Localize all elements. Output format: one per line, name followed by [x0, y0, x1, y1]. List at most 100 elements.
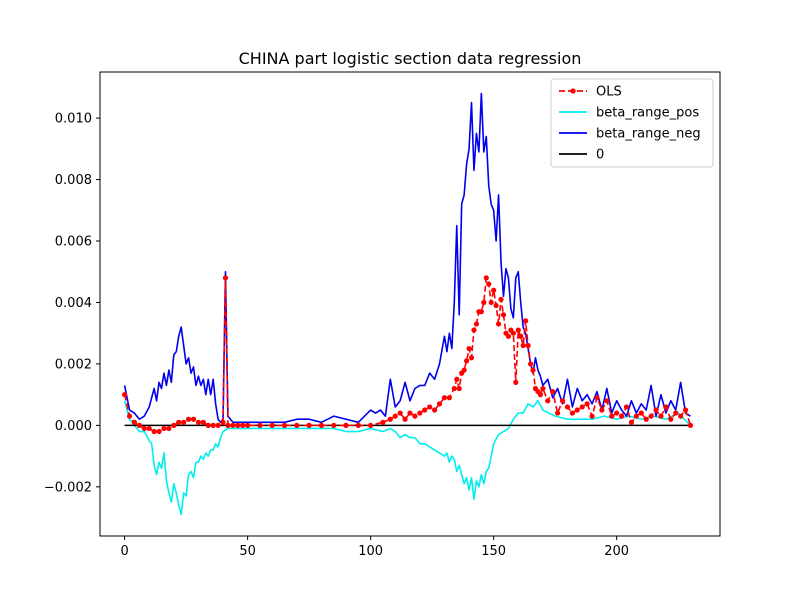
ols-point: [537, 392, 543, 398]
ols-point: [456, 385, 462, 392]
ols-point: [432, 407, 438, 413]
ols-point: [527, 361, 534, 367]
ols-point: [518, 333, 524, 339]
legend-label: beta_range_neg: [596, 127, 701, 142]
series-line-OLS: [123, 277, 692, 433]
ols-point: [678, 413, 684, 419]
ols-point: [500, 312, 507, 318]
ols-point: [417, 410, 423, 416]
ols-point: [471, 327, 477, 333]
ols-point: [422, 407, 428, 413]
ols-point: [564, 404, 571, 410]
ols-point: [468, 355, 475, 361]
ols-point: [220, 419, 226, 425]
ols-point: [495, 321, 502, 327]
x-tick-label: 150: [481, 544, 506, 559]
ols-point: [141, 425, 147, 432]
ols-point: [156, 428, 162, 435]
ols-point: [257, 422, 263, 428]
ols-point: [146, 425, 152, 432]
ols-point: [682, 407, 689, 413]
ols-point: [491, 287, 497, 293]
y-axis: −0.002 0.000 0.002 0.004 0.006 0.008 0.010: [44, 112, 100, 495]
ols-point: [623, 404, 630, 410]
ols-point: [466, 345, 472, 352]
ols-point: [171, 422, 177, 428]
y-tick-label: 0.002: [55, 357, 92, 372]
ols-point: [441, 395, 448, 401]
ols-point: [131, 419, 138, 425]
ols-point: [294, 422, 300, 428]
ols-point: [269, 422, 275, 428]
ols-point: [545, 398, 551, 404]
legend-label: OLS: [596, 85, 622, 100]
ols-point: [513, 379, 519, 385]
ols-point: [240, 422, 246, 428]
ols-point: [530, 367, 536, 373]
ols-point: [225, 422, 231, 428]
ols-point: [446, 395, 452, 401]
ols-point: [402, 416, 408, 422]
ols-point: [584, 401, 590, 407]
ols-point: [195, 419, 202, 425]
ols-point: [215, 422, 221, 428]
ols-point: [525, 342, 531, 349]
legend-marker: [570, 88, 576, 94]
ols-point: [550, 388, 556, 395]
ols-point: [579, 404, 585, 410]
legend: OLS beta_range_pos beta_range_neg 0: [550, 78, 714, 168]
y-tick-label: 0.008: [55, 173, 92, 188]
ols-point: [355, 422, 361, 428]
ols-point: [380, 419, 386, 425]
ols-point: [407, 410, 413, 416]
ols-point: [185, 416, 192, 422]
ols-point: [463, 358, 470, 364]
ols-point: [589, 413, 595, 419]
y-tick-label: 0.000: [55, 419, 92, 434]
ols-point: [540, 385, 546, 392]
ols-point: [126, 413, 133, 419]
ols-point: [599, 407, 605, 413]
ols-point: [638, 410, 644, 416]
ols-point: [510, 330, 516, 336]
legend-label: beta_range_pos: [596, 106, 699, 121]
chart-title: CHINA part logistic section data regress…: [239, 49, 582, 68]
ols-point: [559, 398, 566, 404]
ols-point: [569, 410, 575, 416]
ols-point: [392, 413, 398, 419]
ols-point: [222, 275, 229, 281]
ols-point: [190, 416, 197, 422]
ols-point: [673, 410, 679, 416]
ols-point: [427, 404, 433, 410]
ols-point: [181, 419, 187, 425]
plot-area: [122, 92, 694, 516]
ols-point: [594, 395, 600, 401]
ols-point: [658, 413, 664, 419]
ols-point: [176, 419, 182, 425]
ols-point: [488, 299, 494, 306]
ols-point: [498, 296, 504, 302]
ols-point: [205, 422, 211, 428]
x-tick-label: 50: [239, 544, 256, 559]
ols-point: [412, 413, 418, 419]
axes-frame: [99, 71, 721, 537]
ols-point: [633, 413, 639, 419]
ols-point: [210, 422, 216, 428]
ols-point: [235, 422, 241, 428]
ols-point: [574, 407, 580, 413]
legend-label: 0: [596, 148, 604, 163]
x-tick-label: 100: [358, 544, 383, 559]
ols-point: [493, 302, 499, 309]
ols-point: [486, 281, 492, 287]
y-tick-label: 0.010: [55, 112, 92, 127]
x-axis: 0 50 100 150 200: [120, 536, 629, 559]
y-tick-label: 0.006: [55, 235, 92, 250]
ols-point: [523, 318, 529, 324]
ols-point: [436, 401, 443, 407]
ols-point: [668, 416, 674, 422]
ols-point: [166, 425, 172, 432]
ols-point: [648, 413, 654, 419]
ols-point: [245, 422, 251, 428]
ols-point: [473, 321, 480, 327]
